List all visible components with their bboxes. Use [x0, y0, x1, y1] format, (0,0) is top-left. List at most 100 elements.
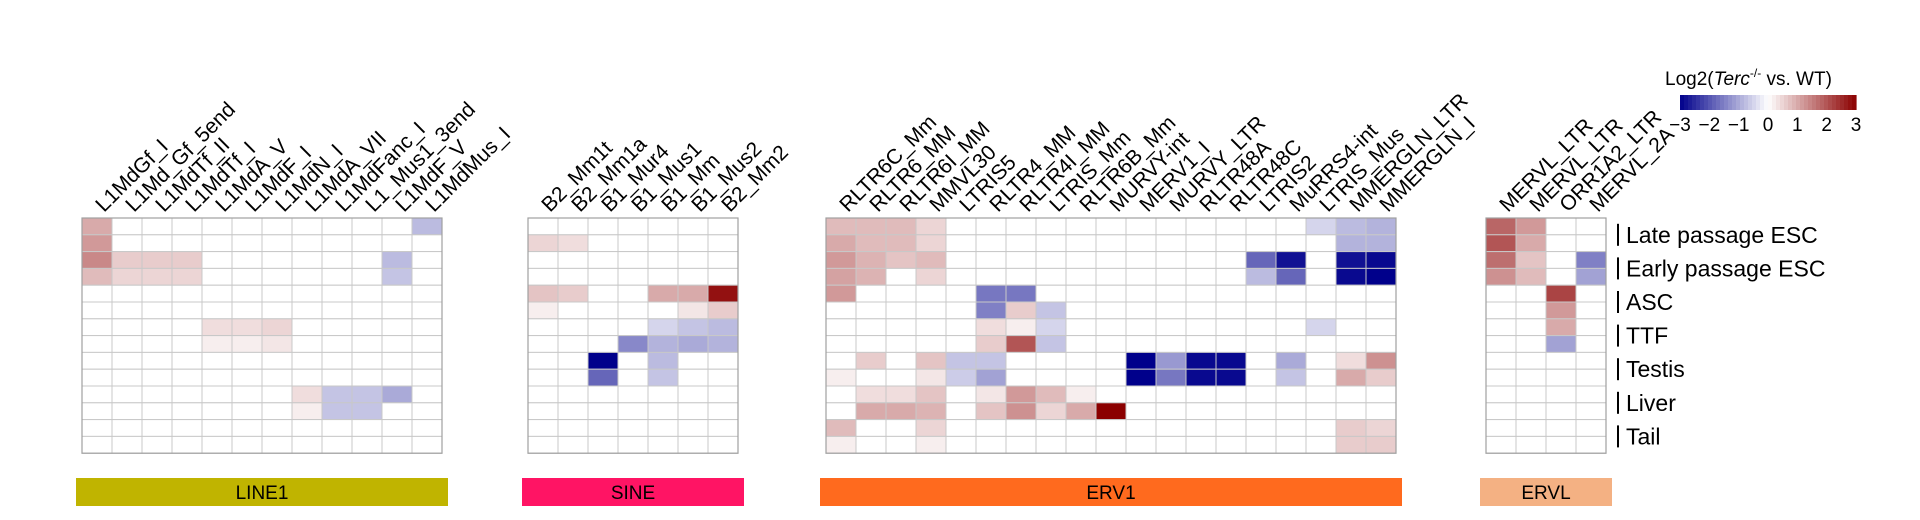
heatmap-cell — [171, 351, 203, 370]
legend-swatch — [1844, 95, 1849, 110]
group-bar-ervl — [1480, 478, 1612, 506]
heatmap-cell — [1215, 217, 1247, 236]
heatmap-cell — [527, 234, 559, 253]
heatmap-cell — [975, 284, 1007, 303]
heatmap-cell — [1125, 217, 1157, 236]
heatmap-cell — [1515, 368, 1547, 387]
heatmap-cell — [1215, 368, 1247, 387]
heatmap-cell — [707, 217, 739, 236]
heatmap-cell — [945, 351, 977, 370]
legend-swatch — [1744, 95, 1749, 110]
heatmap-cell — [527, 318, 559, 337]
heatmap-cell — [587, 251, 619, 269]
heatmap-cell — [141, 318, 173, 337]
heatmap-cell — [141, 435, 173, 454]
heatmap-cell — [587, 385, 619, 404]
heatmap-cell — [1305, 217, 1337, 236]
heatmap-cell — [1095, 267, 1127, 286]
heatmap-cell — [381, 368, 413, 387]
heatmap-cell — [1575, 402, 1607, 421]
heatmap-cell — [1515, 402, 1547, 421]
heatmap-cell — [825, 435, 857, 454]
heatmap-cell — [885, 267, 917, 286]
legend-swatch — [1768, 95, 1773, 110]
heatmap-cell — [1485, 402, 1517, 421]
heatmap-cell — [1035, 284, 1067, 303]
heatmap-cell — [1125, 251, 1157, 269]
heatmap-cell — [1245, 402, 1277, 421]
heatmap-cell — [1185, 217, 1217, 236]
heatmap-cell — [351, 234, 383, 253]
legend-swatch — [1792, 95, 1797, 110]
legend-swatch — [1788, 95, 1793, 110]
heatmap-cell — [351, 385, 383, 404]
heatmap-cell — [1485, 419, 1517, 437]
heatmap-cell — [1515, 435, 1547, 454]
heatmap-cell — [321, 419, 353, 437]
heatmap-cell — [1245, 419, 1277, 437]
heatmap-cell — [381, 402, 413, 421]
legend-swatch — [1740, 95, 1745, 110]
heatmap-cell — [945, 284, 977, 303]
heatmap-cell — [1245, 251, 1277, 269]
heatmap-cell — [1545, 234, 1577, 253]
row-labels: Late passage ESC Early passage ESC ASC TTF T… — [1617, 222, 1825, 449]
heatmap-cell — [411, 217, 443, 236]
heatmap-cell — [1095, 351, 1127, 370]
heatmap-cell — [1185, 335, 1217, 353]
heatmap-cell — [915, 335, 947, 353]
heatmap-cell — [261, 402, 293, 421]
heatmap-cell — [1125, 385, 1157, 404]
heatmap-cell — [231, 267, 263, 286]
heatmap-cell — [1245, 301, 1277, 320]
legend-swatch — [1716, 95, 1721, 110]
legend-tick-label: −2 — [1698, 115, 1720, 136]
heatmap-cell — [141, 419, 173, 437]
heatmap-cell — [261, 284, 293, 303]
heatmap-cell — [1155, 435, 1187, 454]
heatmap-cell — [171, 419, 203, 437]
heatmap-cell — [321, 435, 353, 454]
heatmap-cell — [1005, 217, 1037, 236]
heatmap-cell — [231, 385, 263, 404]
heatmap-cell — [855, 385, 887, 404]
heatmap-cell — [1065, 335, 1097, 353]
heatmap-cell — [111, 435, 143, 454]
heatmap-cell — [677, 385, 709, 404]
legend-title-prefix: Log2( — [1665, 69, 1714, 90]
heatmap-cell — [1215, 267, 1247, 286]
legend-swatch — [1804, 95, 1809, 110]
heatmap-cell — [1245, 267, 1277, 286]
heatmap-cell — [411, 284, 443, 303]
heatmap-cell — [915, 284, 947, 303]
heatmap-cell — [677, 335, 709, 353]
legend-swatch — [1824, 95, 1829, 110]
heatmap-cell — [201, 368, 233, 387]
heatmap-cell — [201, 267, 233, 286]
heatmap-cell — [945, 335, 977, 353]
heatmap-cell — [617, 234, 649, 253]
column-labels: L1MdGf_IL1Md_Gf_5endL1MdTf_IIL1MdTf_IL1M… — [91, 89, 1679, 216]
legend-title-suffix: vs. WT) — [1761, 69, 1832, 90]
heatmap-cell — [885, 284, 917, 303]
heatmap-cell — [171, 335, 203, 353]
heatmap-cell — [647, 318, 679, 337]
heatmap-cell — [1305, 284, 1337, 303]
heatmap-cell — [1125, 267, 1157, 286]
legend-swatch — [1848, 95, 1853, 110]
heatmap-cell — [381, 435, 413, 454]
legend-title-italic: Terc — [1714, 69, 1751, 90]
heatmap-cell — [855, 419, 887, 437]
heatmap-cell — [321, 385, 353, 404]
row-label: Late passage ESC — [1626, 222, 1818, 248]
heatmap-cell — [1365, 267, 1397, 286]
heatmap-cell — [855, 368, 887, 387]
heatmap-cell — [557, 318, 589, 337]
heatmap-cell — [111, 335, 143, 353]
heatmap-cell — [351, 251, 383, 269]
heatmap-cell — [1275, 251, 1307, 269]
heatmap-cell — [1305, 234, 1337, 253]
heatmap-cell — [1365, 251, 1397, 269]
heatmap-cell — [1065, 368, 1097, 387]
heatmap-cell — [825, 267, 857, 286]
